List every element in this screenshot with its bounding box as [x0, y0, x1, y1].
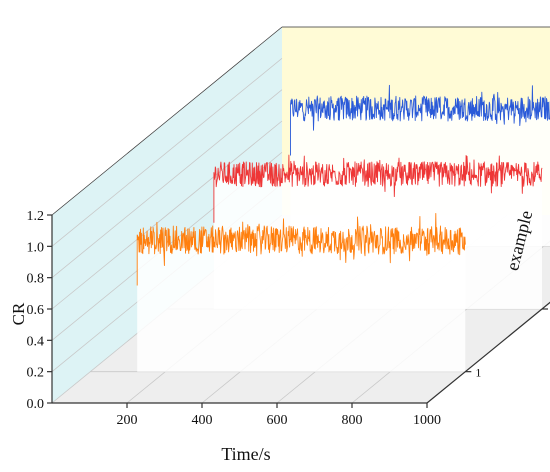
y-tick-label: 0.8: [27, 272, 45, 287]
y-tick-label: 0.4: [27, 334, 45, 349]
y-tick-label: 1.0: [27, 240, 45, 255]
x-tick-label: 400: [192, 413, 213, 428]
x-tick-label: 600: [267, 413, 288, 428]
y-tick-label: 0.6: [27, 303, 45, 318]
y-tick-label: 1.2: [27, 209, 45, 224]
x-axis-label: Time/s: [221, 444, 270, 464]
y-axis-label: CR: [9, 302, 28, 325]
x-tick-label: 800: [342, 413, 363, 428]
z-tick-label: 1: [475, 366, 481, 380]
y-tick-label: 0.0: [27, 397, 45, 412]
x-tick-label: 200: [117, 413, 138, 428]
y-tick-label: 0.2: [27, 366, 45, 381]
x-tick-label: 1000: [413, 413, 441, 428]
